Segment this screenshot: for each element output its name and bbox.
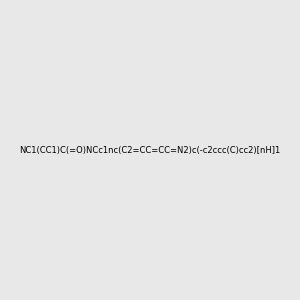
- Text: NC1(CC1)C(=O)NCc1nc(C2=CC=CC=N2)c(-c2ccc(C)cc2)[nH]1: NC1(CC1)C(=O)NCc1nc(C2=CC=CC=N2)c(-c2ccc…: [20, 146, 281, 154]
